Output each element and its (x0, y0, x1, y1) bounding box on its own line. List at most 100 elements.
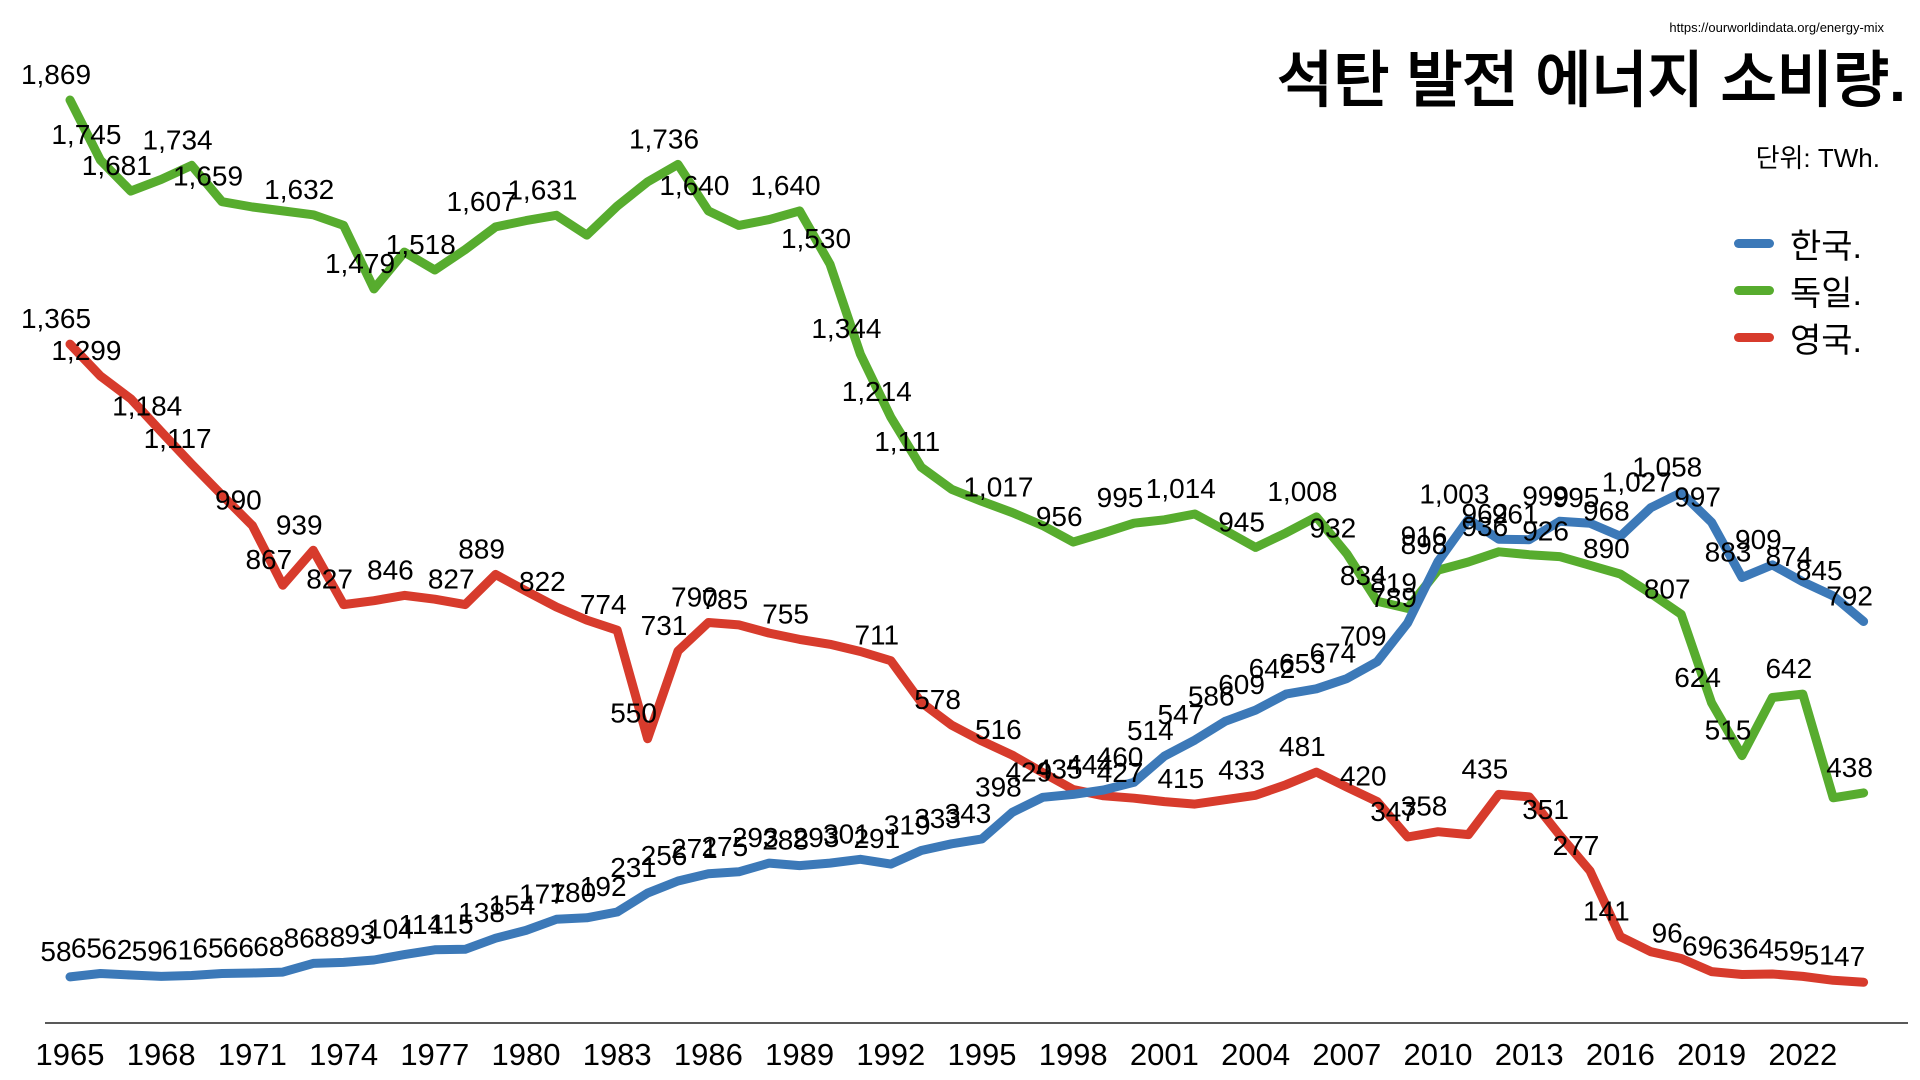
data-label: 1,640 (751, 170, 821, 201)
data-label: 1,745 (51, 119, 121, 150)
korea-labels: 58 65 62 59 61 65 66 68 86 88 93104114115138154177… (40, 452, 1873, 967)
data-label: 435 (1036, 753, 1083, 784)
data-label: 961 (1492, 499, 1539, 530)
data-label: 66 (223, 932, 254, 963)
x-tick: 1995 (948, 1037, 1017, 1072)
x-tick: 1977 (400, 1037, 469, 1072)
data-label: 962 (1461, 498, 1508, 529)
data-label: 609 (1218, 669, 1265, 700)
data-label: 1,631 (507, 174, 577, 205)
data-label: 790 (671, 582, 718, 613)
data-label: 990 (215, 485, 262, 516)
data-label: 939 (276, 509, 323, 540)
data-label: 547 (1157, 699, 1204, 730)
data-label: 1,530 (781, 223, 851, 254)
data-label: 115 (429, 908, 474, 939)
data-label: 890 (1583, 533, 1630, 564)
data-label: 1,299 (51, 335, 121, 366)
data-label: 1,365 (21, 303, 91, 334)
data-label: 256 (641, 840, 688, 871)
korea-line (65, 488, 1869, 982)
data-label: 1,117 (144, 423, 212, 454)
data-label: 415 (1157, 763, 1204, 794)
data-label: 995 (1553, 482, 1600, 513)
x-tick: 1980 (492, 1037, 561, 1072)
data-label: 968 (1583, 495, 1630, 526)
data-label: 63 (1712, 934, 1743, 965)
x-tick: 2007 (1312, 1037, 1381, 1072)
data-label: 674 (1309, 638, 1356, 669)
unit-label: 단위: TWh. (1755, 143, 1880, 173)
x-tick: 2019 (1677, 1037, 1746, 1072)
data-label: 1,017 (963, 472, 1033, 503)
x-tick: 2004 (1221, 1037, 1290, 1072)
x-tick: 1989 (765, 1037, 834, 1072)
data-label: 578 (914, 684, 961, 715)
data-label: 59 (132, 935, 163, 966)
data-label: 58 (40, 936, 71, 967)
data-label: 333 (914, 803, 961, 834)
data-label: 438 (1826, 752, 1873, 783)
data-label: 514 (1127, 715, 1174, 746)
data-label: 774 (580, 589, 627, 620)
data-label: 68 (253, 931, 284, 962)
data-label: 932 (1309, 513, 1356, 544)
data-label: 293 (793, 822, 840, 853)
data-label: 271 (671, 833, 718, 864)
data-label: 69 (1682, 931, 1713, 962)
data-label: 301 (823, 818, 870, 849)
data-label: 64 (1743, 933, 1774, 964)
germany-legend-swatch-icon (1733, 285, 1774, 295)
x-tick: 2013 (1495, 1037, 1564, 1072)
data-label: 1,111 (874, 426, 940, 457)
data-label: 114 (398, 909, 443, 940)
data-label: 192 (580, 871, 627, 902)
data-label: 889 (458, 534, 505, 565)
data-label: 995 (1097, 482, 1144, 513)
data-label: 731 (641, 610, 688, 641)
data-label: 460 (1097, 741, 1144, 772)
data-label: 154 (489, 889, 536, 920)
data-label: 347 (1370, 796, 1417, 827)
data-label: 874 (1765, 541, 1812, 572)
data-label: 1,734 (143, 124, 213, 155)
data-label: 427 (1097, 757, 1144, 788)
germany-line (65, 95, 1869, 803)
data-label: 293 (732, 822, 779, 853)
data-label: 104 (367, 914, 414, 945)
x-tick: 1986 (674, 1037, 743, 1072)
legend-item-uk: 영국. (1733, 318, 1862, 360)
data-label: 231 (610, 852, 657, 883)
x-tick: 1974 (309, 1037, 378, 1072)
data-label: 1,058 (1632, 452, 1702, 483)
data-label: 711 (854, 620, 899, 651)
chart-title: 석탄 발전 에너지 소비량. (1277, 46, 1906, 114)
data-label: 997 (1674, 481, 1721, 512)
data-label: 916 (1401, 521, 1448, 552)
x-tick: 1983 (583, 1037, 652, 1072)
data-label: 1,632 (264, 174, 334, 205)
data-label: 96 (1652, 918, 1683, 949)
data-label: 785 (701, 584, 748, 615)
data-label: 755 (762, 598, 809, 629)
data-label: 351 (1522, 794, 1569, 825)
data-label: 834 (1340, 560, 1387, 591)
data-label: 883 (1705, 537, 1752, 568)
x-tick: 1968 (127, 1037, 196, 1072)
data-label: 277 (1553, 830, 1600, 861)
x-tick: 2010 (1404, 1037, 1473, 1072)
data-label: 642 (1765, 653, 1812, 684)
data-label: 846 (367, 554, 414, 585)
source-url-link[interactable]: https://ourworldindata.org/energy-mix (1669, 20, 1884, 35)
data-label: 516 (975, 714, 1022, 745)
data-label: 1,640 (659, 170, 729, 201)
data-label: 709 (1340, 621, 1387, 652)
data-label: 586 (1188, 680, 1235, 711)
data-label: 177 (519, 878, 566, 909)
data-label: 435 (1461, 753, 1508, 784)
data-label: 1,027 (1602, 467, 1672, 498)
x-tick: 2016 (1586, 1037, 1655, 1072)
